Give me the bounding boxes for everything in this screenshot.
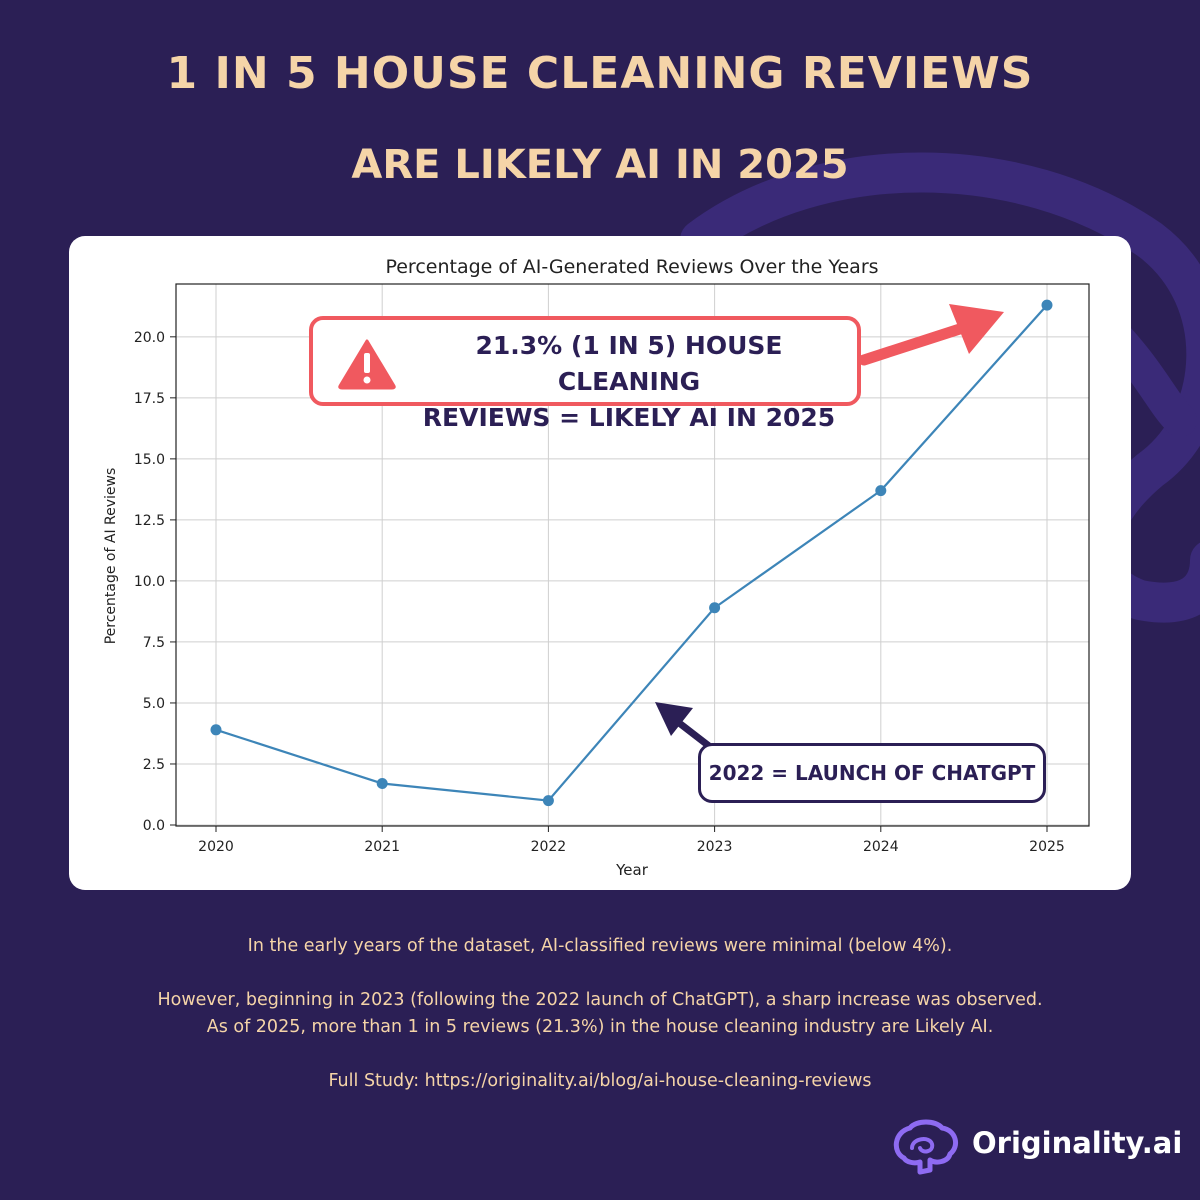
y-tick-label: 5.0	[143, 696, 165, 712]
note-line-3: As of 2025, more than 1 in 5 reviews (21…	[206, 1017, 994, 1037]
y-tick-label: 17.5	[134, 391, 165, 407]
callout-chatgpt: 2022 = LAUNCH OF CHATGPT	[698, 743, 1046, 803]
arrow-to-2025	[858, 304, 1004, 366]
axis-ticks: 2020 2021 2022 2023 2024 2025 0.0 2.5 5.0 7.5 10.0…	[134, 330, 1065, 855]
y-tick-label: 12.5	[134, 513, 165, 529]
data-point	[542, 795, 554, 807]
x-tick-label: 2022	[531, 839, 567, 855]
x-tick-label: 2024	[863, 839, 899, 855]
brand-name: Originality.ai	[972, 1126, 1183, 1160]
y-tick-label: 2.5	[143, 757, 165, 773]
x-tick-label: 2021	[364, 839, 400, 855]
note-line-2: However, beginning in 2023 (following th…	[157, 990, 1043, 1010]
callout-2025-text: 21.3% (1 IN 5) HOUSE CLEANING REVIEWS = …	[409, 328, 849, 436]
subheadline: ARE LIKELY AI IN 2025	[351, 142, 849, 188]
x-tick-label: 2023	[697, 839, 733, 855]
x-tick-label: 2025	[1029, 839, 1065, 855]
data-point	[1041, 299, 1053, 311]
x-axis-label: Year	[615, 861, 649, 879]
y-tick-label: 0.0	[143, 818, 165, 834]
y-tick-label: 15.0	[134, 452, 165, 468]
y-tick-label: 7.5	[143, 635, 165, 651]
headline: 1 IN 5 HOUSE CLEANING REVIEWS	[166, 48, 1034, 99]
note-line-1: In the early years of the dataset, AI-cl…	[247, 936, 953, 956]
arrow-to-2022	[655, 702, 713, 750]
y-tick-label: 20.0	[134, 330, 165, 346]
data-point	[875, 485, 887, 497]
warning-triangle-icon	[338, 339, 396, 390]
study-notes: In the early years of the dataset, AI-cl…	[0, 933, 1200, 1095]
data-point	[210, 724, 222, 736]
data-point	[376, 778, 388, 790]
data-point	[709, 602, 721, 614]
chart-card: Percentage of AI-Generated Reviews Over …	[69, 236, 1131, 890]
brain-icon	[893, 1119, 959, 1175]
plot-frame	[175, 283, 1090, 827]
brand: Originality.ai	[890, 1118, 1183, 1176]
chart-title: Percentage of AI-Generated Reviews Over …	[385, 256, 878, 278]
series-line	[215, 304, 1048, 802]
callout-2025: 21.3% (1 IN 5) HOUSE CLEANING REVIEWS = …	[309, 316, 861, 432]
line-chart: Percentage of AI-Generated Reviews Over …	[103, 256, 1090, 879]
y-axis-label: Percentage of AI Reviews	[103, 468, 119, 645]
callout-2025-line1: 21.3% (1 IN 5) HOUSE CLEANING	[475, 331, 783, 396]
callout-2025-line2: REVIEWS = LIKELY AI IN 2025	[422, 403, 836, 432]
x-tick-label: 2020	[198, 839, 234, 855]
full-study-link[interactable]: Full Study: https://originality.ai/blog/…	[328, 1071, 872, 1091]
series-layer	[210, 299, 1053, 807]
y-tick-label: 10.0	[134, 574, 165, 590]
